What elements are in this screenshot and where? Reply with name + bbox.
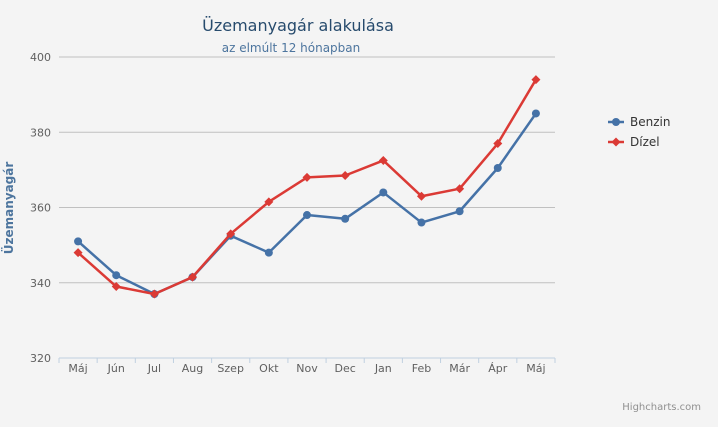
data-point[interactable]	[531, 109, 540, 118]
x-tick-label: Aug	[182, 362, 203, 375]
x-axis	[58, 357, 556, 363]
y-tick-label: 320	[30, 352, 51, 365]
x-tick-label: Feb	[412, 362, 431, 375]
x-axis-ticks: Máj Jún Jul Aug Szep Okt Nov Dec Jan Feb Már Ápr Máj	[68, 362, 545, 375]
series-line	[77, 112, 537, 296]
x-tick-label: Nov	[296, 362, 318, 375]
data-point[interactable]	[149, 289, 159, 299]
data-point[interactable]	[378, 155, 388, 165]
y-tick-label: 380	[30, 126, 51, 139]
series-line	[77, 78, 537, 296]
x-tick-label: Szep	[217, 362, 244, 375]
data-point[interactable]	[493, 139, 503, 149]
data-point[interactable]	[531, 75, 541, 85]
data-point[interactable]	[111, 282, 121, 292]
x-tick-label: Jan	[374, 362, 392, 375]
data-point[interactable]	[74, 237, 83, 246]
x-tick-label: Ápr	[488, 362, 508, 375]
credits-link[interactable]: Highcharts.com	[622, 402, 701, 413]
data-point[interactable]	[264, 197, 274, 207]
data-point[interactable]	[455, 207, 464, 216]
data-point[interactable]	[264, 248, 273, 257]
data-point[interactable]	[188, 272, 198, 282]
x-tick-label: Jún	[107, 362, 125, 375]
data-point[interactable]	[493, 163, 502, 172]
y-axis-label: Üzemanyagár	[1, 162, 16, 255]
data-point[interactable]	[226, 229, 236, 239]
data-point[interactable]	[302, 172, 312, 182]
data-point[interactable]	[340, 171, 350, 181]
legend-marker	[611, 137, 621, 147]
data-point[interactable]	[455, 184, 465, 194]
data-point[interactable]	[417, 218, 426, 227]
chart-subtitle: az elmúlt 12 hónapban	[222, 41, 361, 55]
x-tick-label: Máj	[526, 362, 545, 375]
legend-item[interactable]: Dízel	[608, 135, 660, 149]
data-point[interactable]	[73, 248, 83, 258]
data-point[interactable]	[379, 188, 388, 197]
series-0	[74, 109, 540, 299]
data-point[interactable]	[341, 214, 350, 223]
y-tick-label: 400	[30, 51, 51, 64]
legend-item[interactable]: Benzin	[608, 115, 670, 129]
legend-label: Benzin	[630, 115, 670, 129]
y-tick-label: 360	[30, 202, 51, 215]
chart-title: Üzemanyagár alakulása	[202, 16, 394, 35]
x-tick-label: Okt	[259, 362, 279, 375]
data-point[interactable]	[416, 191, 426, 201]
x-tick-label: Máj	[68, 362, 87, 375]
legend[interactable]: Benzin Dízel	[608, 115, 670, 149]
legend-label: Dízel	[630, 135, 660, 149]
data-point[interactable]	[303, 211, 311, 220]
y-axis-ticks: 320 340 360 380 400	[30, 51, 51, 365]
y-tick-label: 340	[30, 277, 51, 290]
x-tick-label: Dec	[335, 362, 356, 375]
legend-marker	[612, 118, 620, 126]
x-tick-label: Már	[449, 362, 470, 375]
series-layer	[73, 75, 541, 299]
gridlines	[59, 56, 555, 284]
series-1	[73, 75, 541, 299]
x-tick-label: Jul	[147, 362, 161, 375]
data-point[interactable]	[112, 271, 121, 280]
